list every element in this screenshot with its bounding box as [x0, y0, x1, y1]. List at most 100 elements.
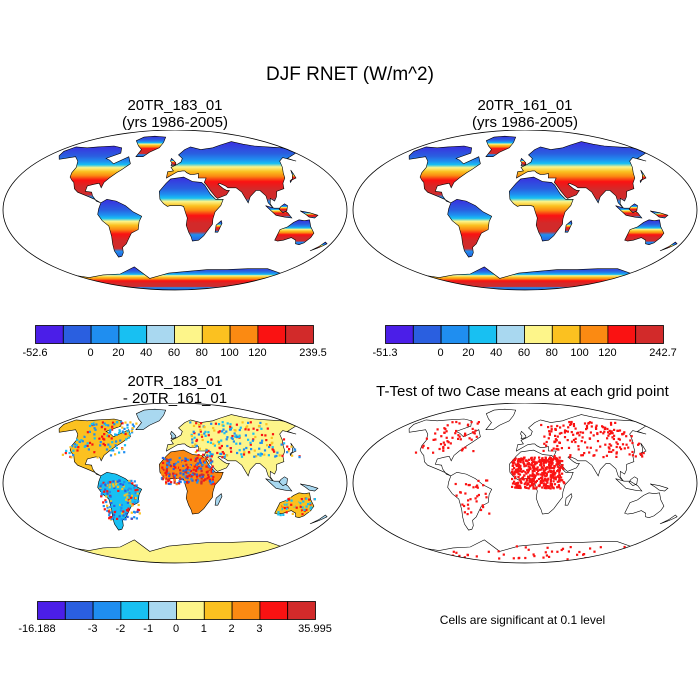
- colorbar-swatch: [64, 601, 94, 620]
- grid-cell: [198, 480, 202, 483]
- grid-cell: [253, 449, 256, 452]
- grid-cell: [99, 441, 102, 444]
- grid-cell: [182, 469, 185, 472]
- grid-cell: [534, 481, 537, 484]
- grid-cell: [282, 504, 285, 507]
- grid-cell: [581, 436, 584, 439]
- grid-cell: [184, 457, 187, 461]
- grid-cell: [95, 452, 98, 455]
- grid-cell: [443, 431, 446, 434]
- grid-cell: [120, 506, 123, 509]
- grid-cell: [599, 430, 602, 434]
- grid-cell: [476, 486, 479, 489]
- grid-cell: [464, 433, 467, 436]
- grid-cell: [195, 444, 198, 447]
- grid-cell: [102, 481, 105, 484]
- grid-cell: [615, 451, 618, 454]
- grid-cell: [557, 461, 560, 464]
- land-southAmerica: [447, 471, 493, 531]
- grid-cell: [556, 486, 559, 489]
- grid-cell: [186, 481, 189, 484]
- grid-cell: [109, 445, 112, 448]
- grid-cell: [615, 445, 618, 449]
- grid-cell: [109, 481, 112, 484]
- grid-cell: [133, 516, 136, 519]
- grid-cell: [124, 490, 127, 493]
- grid-cell: [114, 453, 117, 456]
- grid-cell: [570, 420, 573, 424]
- grid-cell: [113, 439, 116, 442]
- grid-cell: [196, 467, 199, 470]
- grid-cell: [525, 486, 528, 489]
- grid-cell: [212, 475, 215, 479]
- grid-cell: [207, 434, 210, 437]
- grid-cell: [263, 453, 266, 456]
- grid-cell: [537, 473, 540, 476]
- grid-cell: [114, 444, 117, 447]
- land-southAmerica: [97, 198, 143, 258]
- grid-cell: [165, 458, 168, 461]
- grid-cell: [195, 473, 198, 476]
- grid-cell: [599, 445, 602, 448]
- grid-cell: [163, 473, 166, 476]
- grid-cell: [282, 438, 286, 441]
- grid-cell: [188, 468, 191, 472]
- grid-cell: [286, 506, 289, 509]
- grid-cell: [631, 454, 634, 457]
- grid-cell: [102, 442, 105, 445]
- grid-cell: [560, 548, 563, 552]
- grid-cell: [533, 456, 536, 459]
- grid-cell: [533, 465, 536, 468]
- grid-cell: [110, 517, 113, 521]
- grid-cell: [546, 484, 549, 488]
- grid-cell: [528, 478, 531, 481]
- grid-cell: [545, 444, 548, 447]
- grid-cell: [85, 452, 88, 455]
- colorbar-swatch: [259, 601, 289, 620]
- grid-cell: [205, 450, 208, 454]
- grid-cell: [550, 463, 553, 466]
- grid-cell: [544, 475, 547, 478]
- grid-cell: [93, 433, 96, 436]
- grid-cell: [111, 483, 115, 486]
- grid-cell: [130, 511, 133, 514]
- grid-cell: [173, 481, 176, 484]
- grid-cell: [588, 451, 591, 454]
- grid-cell: [542, 482, 545, 485]
- grid-cell: [195, 458, 198, 461]
- grid-cell: [559, 487, 562, 490]
- grid-cell: [540, 481, 544, 484]
- grid-cell: [557, 466, 560, 469]
- grid-cell: [107, 480, 111, 484]
- grid-cell: [618, 429, 622, 432]
- grid-cell: [445, 436, 448, 439]
- grid-cell: [529, 467, 532, 471]
- grid-cell: [528, 485, 532, 488]
- grid-cell: [537, 470, 540, 473]
- grid-cell: [113, 423, 116, 426]
- grid-cell: [108, 486, 111, 489]
- grid-cell: [487, 550, 490, 553]
- grid-cell: [553, 457, 556, 460]
- grid-cell: [443, 443, 446, 446]
- grid-cell: [98, 437, 101, 440]
- grid-cell: [552, 480, 555, 483]
- grid-cell: [589, 547, 592, 550]
- grid-cell: [102, 437, 105, 440]
- grid-cell: [477, 421, 480, 424]
- land-japan: [289, 442, 297, 457]
- grid-cell: [281, 454, 284, 457]
- grid-cell: [199, 461, 202, 464]
- grid-cell: [514, 457, 517, 460]
- grid-cell: [469, 498, 472, 501]
- grid-cell: [303, 508, 306, 511]
- grid-cell: [169, 461, 172, 464]
- grid-cell: [517, 466, 520, 470]
- grid-cell: [137, 500, 140, 503]
- grid-cell: [137, 503, 140, 507]
- grid-cell: [558, 460, 561, 463]
- grid-cell: [299, 510, 302, 513]
- grid-cell: [165, 482, 168, 485]
- grid-cell: [531, 484, 534, 487]
- grid-cell: [432, 451, 435, 454]
